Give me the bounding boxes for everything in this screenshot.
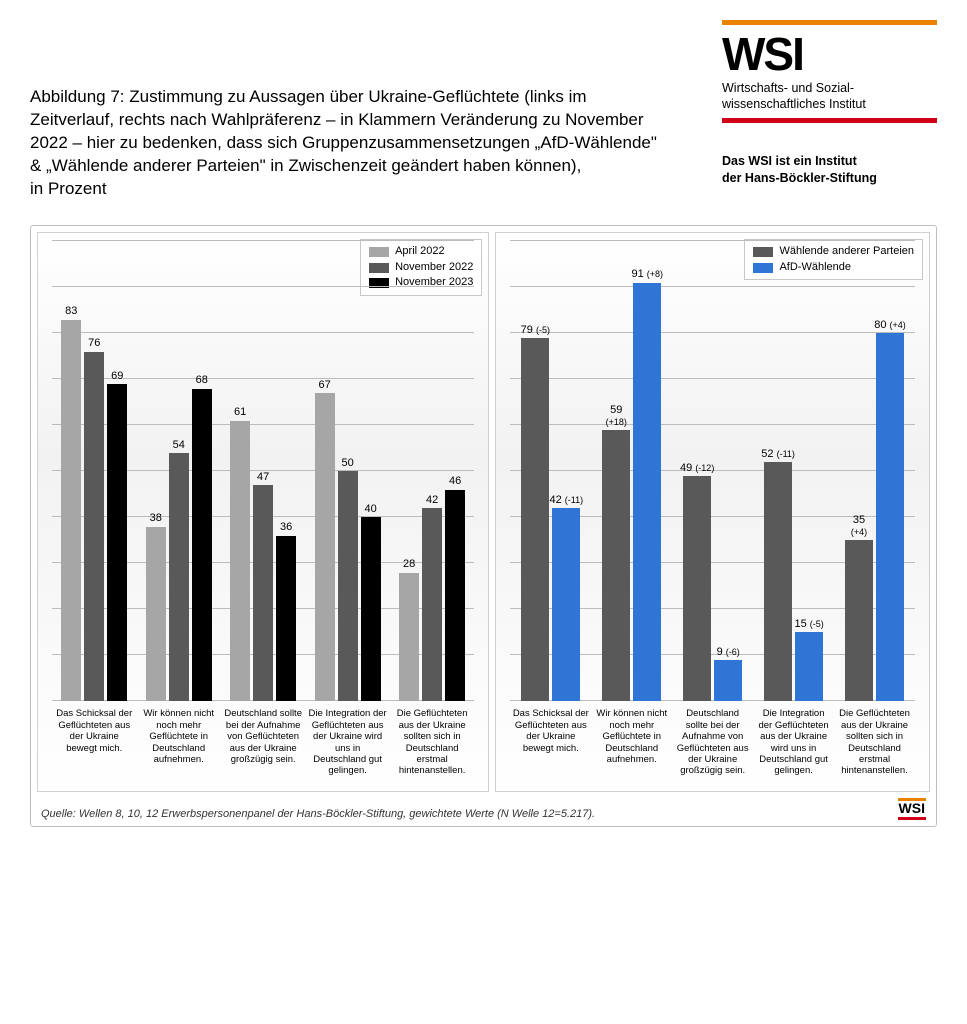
bar-value-label: 38 [150,513,162,527]
bar-value-label: 59(+18) [606,405,627,430]
source-row: Quelle: Wellen 8, 10, 12 Erwerbspersonen… [37,792,930,821]
left-panel: April 2022November 2022November 2023 837… [37,232,489,792]
logo-tagline: Das WSI ist ein Institut der Hans-Böckle… [722,153,937,186]
bar-value-label: 69 [111,371,123,385]
x-axis-label: Die Integration der Geflüchteten aus der… [305,705,389,787]
bar: 28 [399,573,419,702]
bar-value-label: 42 [426,495,438,509]
bar-value-label: 15 (-5) [794,619,823,633]
x-axis-label: Das Schicksal der Geflüchteten aus der U… [52,705,136,787]
bar-value-label: 50 [342,458,354,472]
bar-value-label: 79 (-5) [521,325,550,339]
bar: 38 [146,527,166,702]
x-axis-label: Wir können nicht noch mehr Geflüchtete i… [591,705,672,787]
bar: 42 (-11) [552,508,580,701]
bar-value-label: 40 [365,504,377,518]
x-axis-label: Deutschland sollte bei der Aufnahme von … [672,705,753,787]
source-text: Quelle: Wellen 8, 10, 12 Erwerbspersonen… [41,808,595,820]
bar: 54 [169,453,189,701]
bar: 9 (-6) [714,660,742,701]
logo-block: WSI Wirtschafts- und Sozial- wissenschaf… [722,20,937,186]
bar: 40 [361,517,381,701]
bar-value-label: 91 (+8) [631,269,663,283]
bar-value-label: 9 (-6) [717,647,740,661]
bar-value-label: 68 [196,375,208,389]
bar-value-label: 76 [88,338,100,352]
bar-group: 837669 [52,241,136,701]
left-x-labels: Das Schicksal der Geflüchteten aus der U… [52,705,474,787]
bar: 47 [253,485,273,701]
x-axis-label: Die Geflüchteten aus der Ukraine sollten… [834,705,915,787]
bar-value-label: 52 (-11) [761,449,795,463]
bar-group: 59(+18)91 (+8) [591,241,672,701]
bar: 46 [445,490,465,702]
logo-subtitle: Wirtschafts- und Sozial- wissenschaftlic… [722,81,937,112]
bar: 36 [276,536,296,702]
logo-bar-orange [722,20,937,25]
bar-group: 284246 [390,241,474,701]
right-plot: 79 (-5)42 (-11)59(+18)91 (+8)49 (-12)9 (… [510,241,915,701]
bar: 35(+4) [845,540,873,701]
bar: 83 [61,320,81,702]
bar-value-label: 54 [173,440,185,454]
right-x-labels: Das Schicksal der Geflüchteten aus der U… [510,705,915,787]
bar: 50 [338,471,358,701]
charts-container: April 2022November 2022November 2023 837… [30,225,937,826]
left-plot: 837669385468614736675040284246 [52,241,474,701]
bar-group: 52 (-11)15 (-5) [753,241,834,701]
bar-value-label: 36 [280,522,292,536]
bar: 52 (-11) [764,462,792,701]
x-axis-label: Wir können nicht noch mehr Geflüchtete i… [136,705,220,787]
bar-value-label: 67 [319,380,331,394]
bar: 80 (+4) [876,333,904,701]
bar-value-label: 28 [403,559,415,573]
bar-group: 385468 [136,241,220,701]
right-panel: Wählende anderer ParteienAfD-Wählende 79… [495,232,930,792]
bar: 49 (-12) [683,476,711,701]
figure-title: Abbildung 7: Zustimmung zu Aussagen über… [30,86,670,201]
bar-group: 614736 [221,241,305,701]
x-axis-label: Die Integration der Geflüchteten aus der… [753,705,834,787]
logo-bar-red [722,118,937,123]
bar: 15 (-5) [795,632,823,701]
bar: 79 (-5) [521,338,549,701]
x-axis-label: Deutschland sollte bei der Aufnahme von … [221,705,305,787]
x-axis-label: Das Schicksal der Geflüchteten aus der U… [510,705,591,787]
mini-logo: WSI [898,798,926,819]
bar: 67 [315,393,335,701]
bar-value-label: 80 (+4) [874,320,906,334]
x-axis-label: Die Geflüchteten aus der Ukraine sollten… [390,705,474,787]
bar-value-label: 42 (-11) [550,495,584,509]
bar: 69 [107,384,127,701]
bar: 42 [422,508,442,701]
bar: 91 (+8) [633,283,661,702]
bar: 59(+18) [602,430,630,701]
bar-value-label: 47 [257,472,269,486]
bar: 61 [230,421,250,702]
logo-text: WSI [722,31,937,77]
bar-group: 79 (-5)42 (-11) [510,241,591,701]
bar-group: 49 (-12)9 (-6) [672,241,753,701]
bar-value-label: 35(+4) [851,515,867,540]
bar-value-label: 83 [65,306,77,320]
bar-group: 35(+4)80 (+4) [834,241,915,701]
bar: 68 [192,389,212,702]
bar-value-label: 61 [234,407,246,421]
bar: 76 [84,352,104,702]
bar-value-label: 49 (-12) [680,463,714,477]
bar-value-label: 46 [449,476,461,490]
bar-group: 675040 [305,241,389,701]
